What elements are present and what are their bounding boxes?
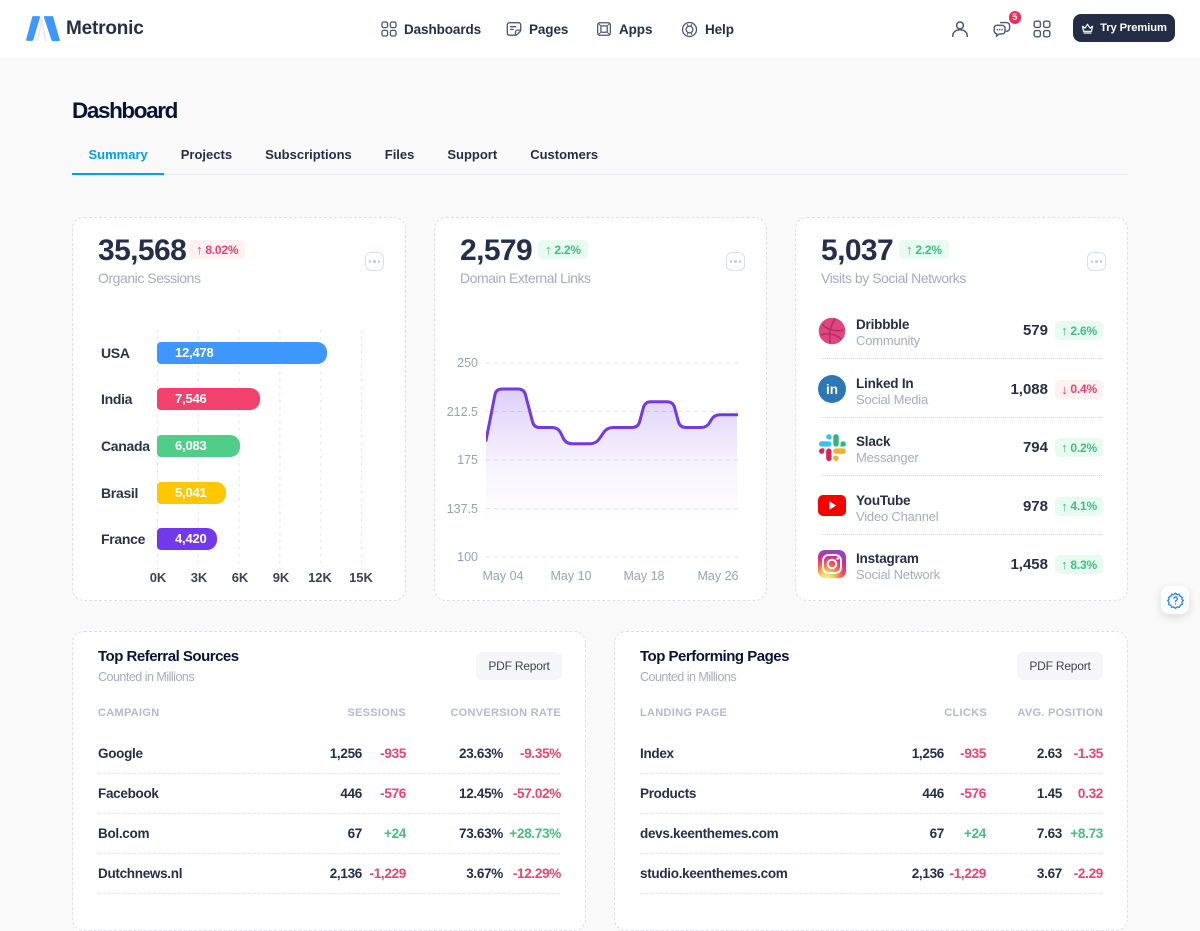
svg-text:in: in bbox=[826, 382, 838, 397]
